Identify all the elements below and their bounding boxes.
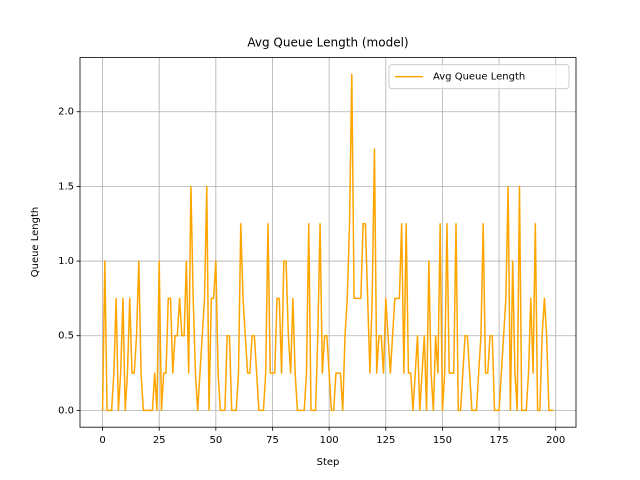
x-tick-label: 50 — [209, 435, 222, 446]
y-tick-label: 1.5 — [58, 181, 74, 192]
legend-box — [388, 64, 570, 90]
x-tick-label: 150 — [433, 435, 452, 446]
x-tick-label: 75 — [266, 435, 279, 446]
legend-label: Avg Queue Length — [433, 72, 525, 83]
plot-frame — [79, 57, 577, 428]
x-tick-label: 0 — [99, 435, 105, 446]
y-tick-label: 0.0 — [58, 405, 74, 416]
x-axis-label: Step — [317, 457, 340, 468]
x-tick-label: 200 — [546, 435, 565, 446]
x-tick-label: 25 — [153, 435, 166, 446]
x-tick-label: 125 — [376, 435, 395, 446]
y-tick-label: 1.0 — [58, 256, 74, 267]
y-tick-label: 2.0 — [58, 107, 74, 118]
x-tick-label: 100 — [320, 435, 339, 446]
line — [101, 73, 554, 412]
y-tick-label: 0.5 — [58, 331, 74, 342]
chart-title: Avg Queue Length (model) — [247, 36, 408, 50]
y-axis-label: Queue Length — [30, 207, 41, 278]
x-tick-label: 175 — [490, 435, 509, 446]
